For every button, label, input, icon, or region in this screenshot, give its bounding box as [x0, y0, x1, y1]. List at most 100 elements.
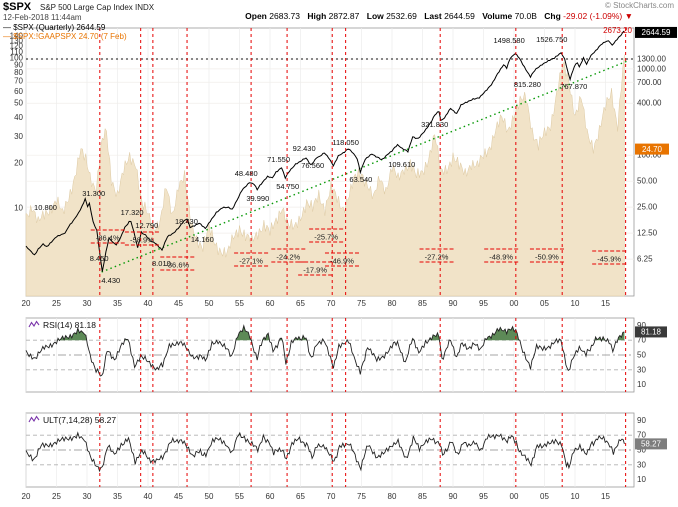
svg-text:50: 50	[205, 299, 214, 308]
svg-text:55: 55	[235, 492, 244, 501]
svg-text:8.010: 8.010	[152, 259, 171, 268]
svg-text:60: 60	[14, 87, 23, 96]
svg-text:10: 10	[571, 299, 580, 308]
symbol-name: S&P 500 Large Cap Index INDX	[40, 3, 155, 12]
svg-text:-58.9%: -58.9%	[130, 236, 154, 245]
copyright: © StockCharts.com	[604, 1, 674, 10]
svg-text:71.550: 71.550	[267, 155, 290, 164]
svg-text:80: 80	[388, 299, 397, 308]
open-label: Open	[245, 11, 267, 21]
svg-text:05: 05	[540, 299, 549, 308]
svg-text:2673.20: 2673.20	[603, 26, 632, 35]
svg-text:54.750: 54.750	[276, 182, 299, 191]
volume-value: 70.0B	[514, 11, 537, 21]
svg-text:70: 70	[637, 431, 646, 440]
svg-text:31.300: 31.300	[82, 189, 105, 198]
svg-text:110: 110	[10, 47, 23, 56]
svg-text:120: 120	[10, 42, 24, 51]
svg-text:70: 70	[637, 336, 646, 345]
svg-text:15: 15	[601, 299, 610, 308]
main-x-axis: 20 25 30 35 40 45 50 55 60 65 70 75 80 85 90 95 00 05 10 15	[22, 299, 611, 308]
svg-text:-27.1%: -27.1%	[239, 257, 263, 266]
open-value: 2683.73	[269, 11, 300, 21]
svg-text:140: 140	[10, 32, 24, 41]
svg-text:10: 10	[637, 380, 646, 389]
svg-text:50: 50	[14, 99, 23, 108]
rsi-overbought-fill	[57, 325, 625, 341]
svg-text:130: 130	[10, 36, 24, 45]
svg-text:321.830: 321.830	[421, 120, 448, 129]
last-label: Last	[424, 11, 442, 21]
indicator-icon	[28, 320, 40, 328]
svg-text:1498.580: 1498.580	[493, 36, 524, 45]
svg-text:30: 30	[637, 365, 646, 374]
svg-text:10: 10	[571, 492, 580, 501]
svg-text:30: 30	[14, 132, 23, 141]
volume-area	[25, 54, 625, 297]
svg-text:48.480: 48.480	[235, 169, 258, 178]
svg-text:95: 95	[479, 492, 488, 501]
drawdown-labels: -86.4% -58.9% -36.6% -27.1% -24.2%-17.9% -25.…	[90, 228, 627, 276]
svg-text:76.560: 76.560	[301, 161, 324, 170]
high-label: High	[307, 11, 327, 21]
svg-text:-46.9%: -46.9%	[330, 257, 354, 266]
svg-text:90: 90	[637, 321, 646, 330]
svg-text:8.450: 8.450	[90, 254, 109, 263]
svg-text:30: 30	[83, 492, 92, 501]
svg-text:40: 40	[144, 492, 153, 501]
svg-text:45: 45	[174, 492, 183, 501]
svg-text:-50.9%: -50.9%	[535, 253, 559, 262]
chart-canvas: 10.800 31.300 8.450 4.430 17.320 12.790 8.010 1…	[10, 26, 677, 501]
quote-line: Open 2683.73 High 2872.87 Low 2532.69 La…	[245, 11, 638, 21]
svg-text:70: 70	[327, 492, 336, 501]
bottom-x-axis: 20 25 30 35 40 45 50 55 60 65 70 75 80 85 90 95 00 05 10 15	[22, 492, 611, 501]
svg-text:85: 85	[418, 299, 427, 308]
svg-text:109.610: 109.610	[388, 160, 415, 169]
svg-text:40: 40	[144, 299, 153, 308]
svg-text:92.430: 92.430	[293, 144, 316, 153]
svg-text:4.430: 4.430	[101, 276, 120, 285]
svg-text:50: 50	[637, 351, 646, 360]
symbol: $SPX	[3, 1, 32, 13]
svg-text:63.540: 63.540	[349, 175, 372, 184]
ult-label: ULT(7,14,28) 58.27	[28, 415, 116, 425]
rsi-value-box: 81.18	[635, 326, 667, 338]
svg-text:70: 70	[14, 77, 23, 86]
svg-text:50.00: 50.00	[637, 177, 658, 186]
ult-value-box: 58.27	[635, 438, 667, 450]
crash-vlines	[99, 28, 627, 296]
svg-text:-25.7%: -25.7%	[314, 233, 338, 242]
svg-text:-27.2%: -27.2%	[425, 253, 449, 262]
svg-text:20: 20	[22, 492, 31, 501]
svg-text:1000.00: 1000.00	[637, 64, 666, 73]
svg-text:-45.9%: -45.9%	[597, 255, 621, 264]
legend-earnings-series: — $SPX:!GAAPSPX 24.70 (7 Feb)	[3, 32, 127, 41]
svg-text:118.050: 118.050	[332, 138, 359, 147]
svg-text:-36.6%: -36.6%	[165, 261, 189, 270]
volume-label: Volume	[482, 11, 513, 21]
svg-text:100.00: 100.00	[637, 151, 662, 160]
svg-text:815.280: 815.280	[514, 80, 541, 89]
svg-text:6.25: 6.25	[637, 255, 653, 264]
high-price-label: 2673.20	[603, 26, 632, 35]
svg-text:00: 00	[510, 299, 519, 308]
svg-text:45: 45	[174, 299, 183, 308]
rsi-panel: 90 70 50 30 10 RSI(14) 81.18 81.18	[25, 317, 667, 393]
svg-text:60: 60	[266, 492, 275, 501]
svg-text:2644.59: 2644.59	[642, 28, 671, 37]
svg-text:58.27: 58.27	[641, 440, 662, 449]
svg-text:25.00: 25.00	[637, 203, 658, 212]
svg-text:65: 65	[296, 492, 305, 501]
svg-text:25: 25	[52, 492, 61, 501]
svg-text:-48.9%: -48.9%	[489, 253, 513, 262]
svg-text:17.320: 17.320	[121, 208, 144, 217]
chart-datetime: 12-Feb-2018 11:44am	[3, 13, 82, 22]
svg-text:90: 90	[449, 492, 458, 501]
svg-text:40: 40	[14, 113, 23, 122]
svg-text:-86.4%: -86.4%	[96, 234, 120, 243]
chg-value: -29.02 (-1.09%) ▼	[563, 11, 633, 21]
svg-text:767.870: 767.870	[560, 82, 587, 91]
svg-text:60: 60	[266, 299, 275, 308]
